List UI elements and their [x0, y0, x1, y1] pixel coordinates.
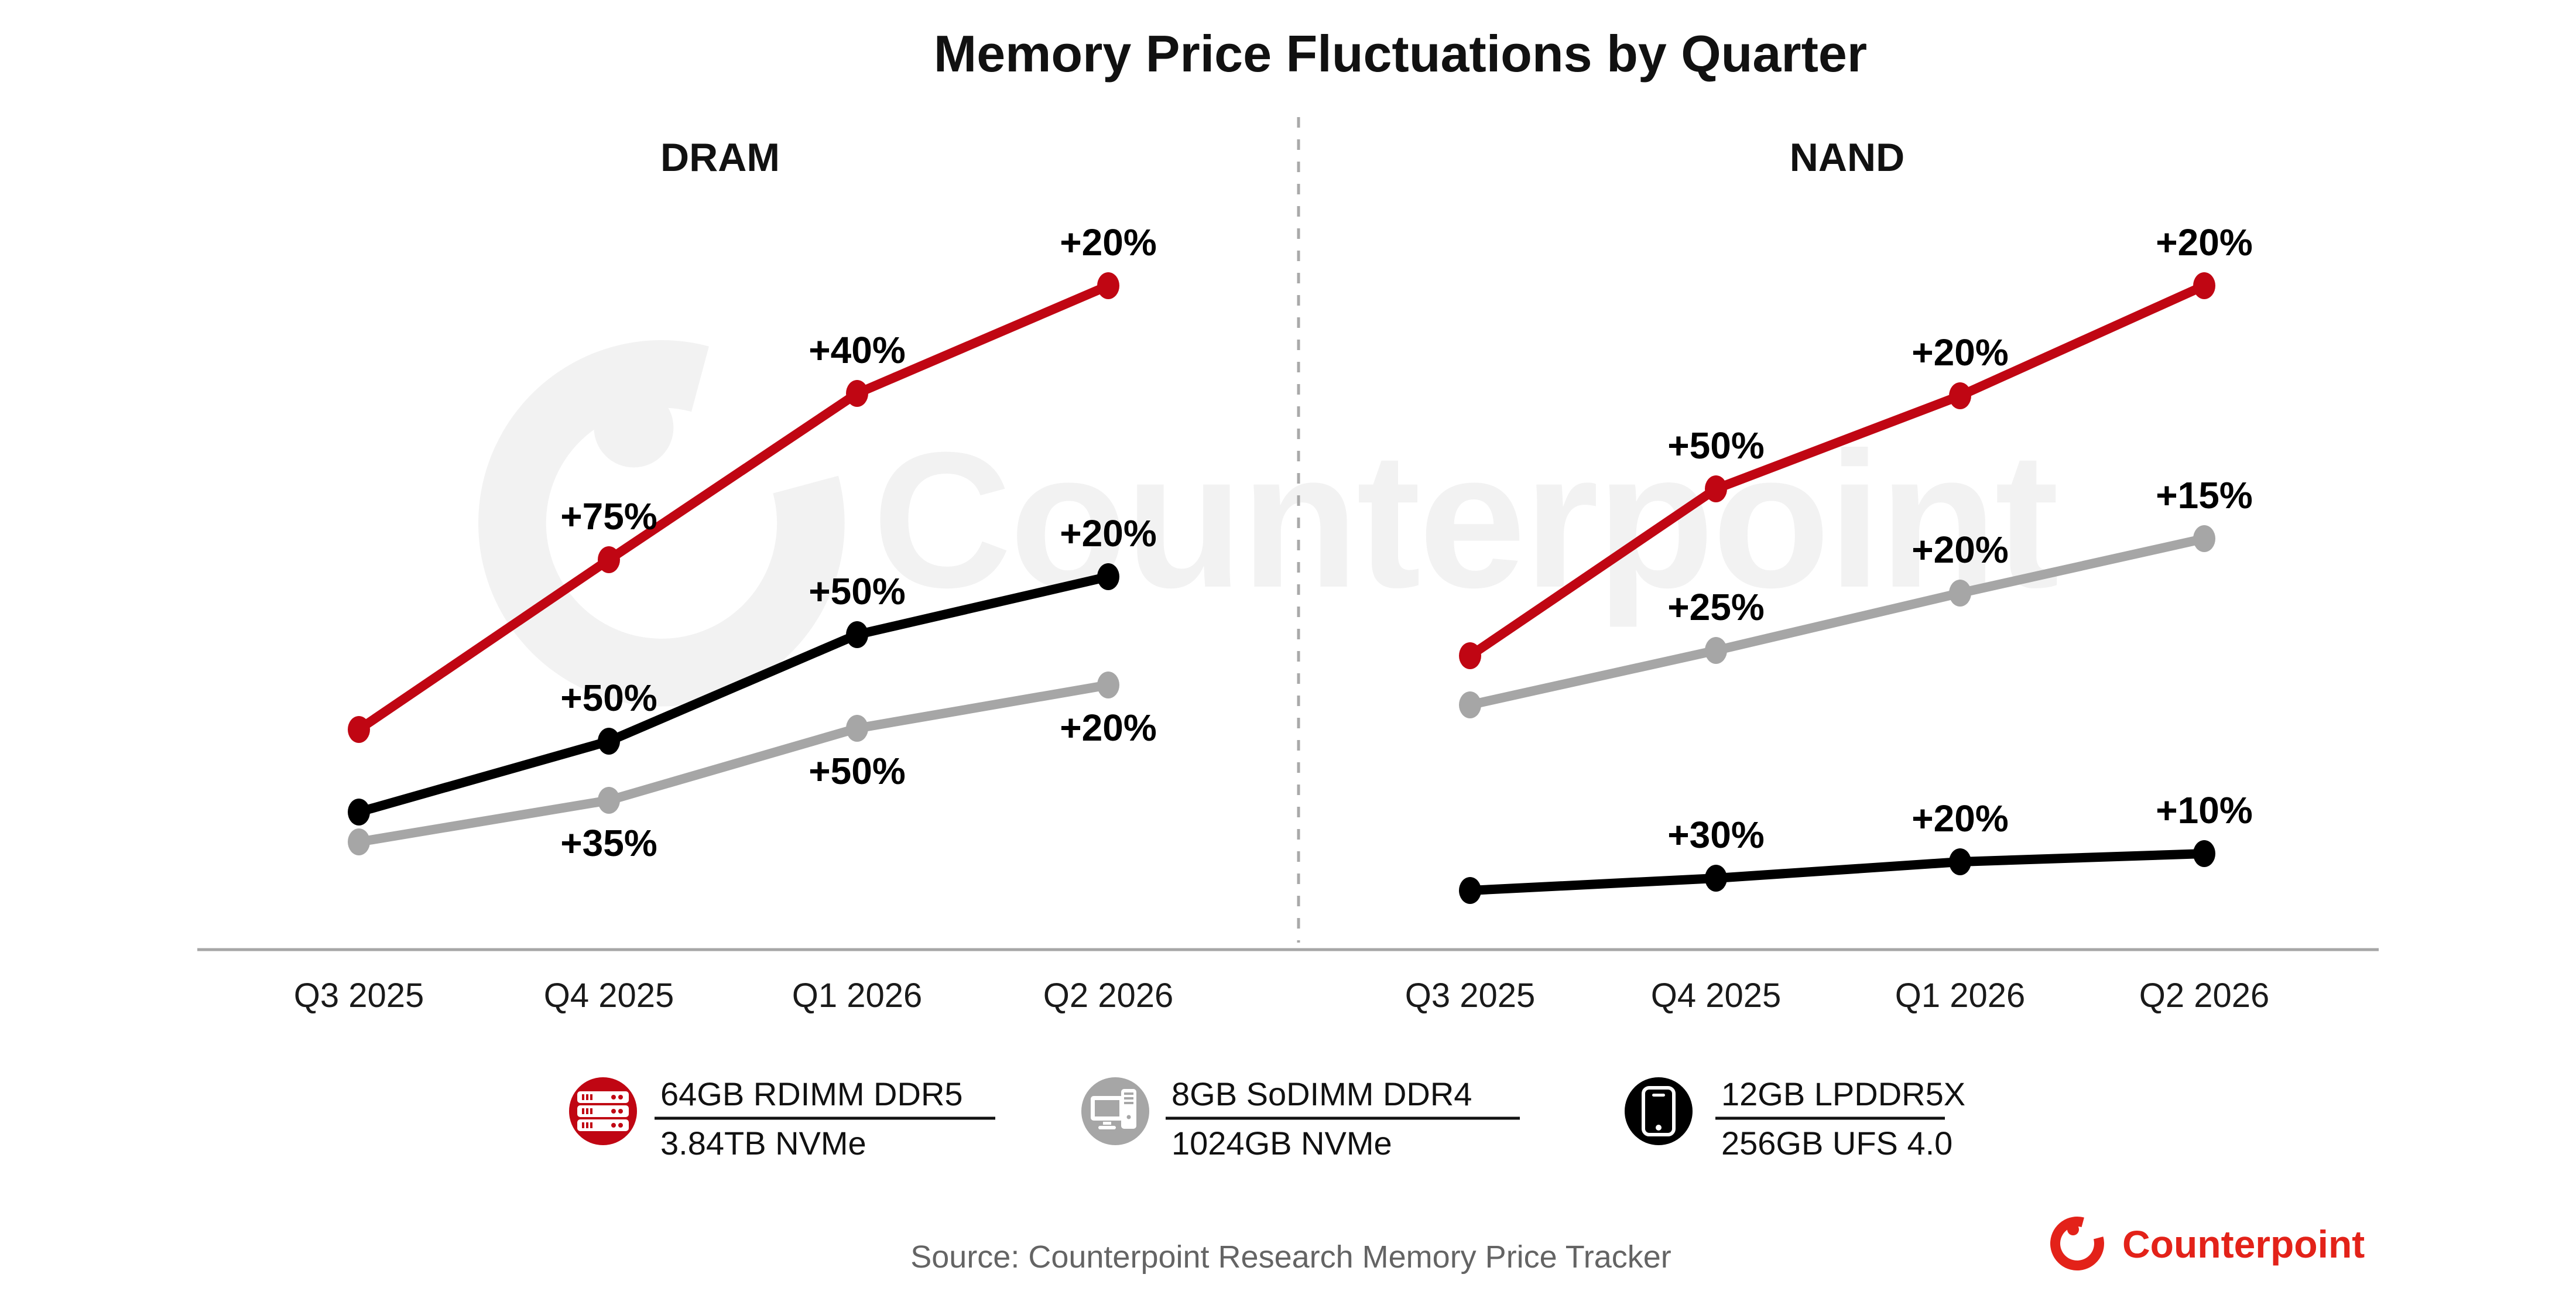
change-label: +75%	[560, 495, 657, 537]
data-point	[1949, 580, 1971, 607]
change-label: +20%	[2156, 221, 2252, 263]
change-label: +20%	[1060, 512, 1156, 554]
panel-title-nand: NAND	[1790, 135, 1904, 180]
series-nand-1: +25% +20% +15%	[1459, 474, 2253, 718]
data-point	[1705, 865, 1727, 892]
tick-label: Q3 2025	[1405, 977, 1536, 1015]
data-point	[1705, 637, 1727, 664]
data-point	[2193, 525, 2215, 552]
data-point	[1097, 272, 1119, 299]
brand-logo: Counterpoint	[2050, 1217, 2365, 1271]
data-point	[1459, 642, 1481, 669]
data-point	[348, 828, 370, 855]
data-point	[1459, 691, 1481, 718]
change-label: +35%	[560, 822, 657, 864]
change-label: +50%	[1667, 424, 1764, 467]
data-point	[348, 716, 370, 743]
legend: 64GB RDIMM DDR5 3.84TB NVMe 8GB SoDIMM D…	[569, 1075, 1965, 1162]
server-icon-glyph	[577, 1091, 629, 1131]
series-line	[354, 572, 1113, 817]
series-line	[1465, 281, 2209, 660]
series-layer: +75%+40%+20%+50%+50%+20%+35%+50%+20%+50%…	[348, 221, 2253, 904]
series-nand-2: +30% +20% +10%	[1459, 789, 2253, 904]
source-note: Source: Counterpoint Research Memory Pri…	[910, 1239, 1671, 1275]
change-label: +50%	[809, 570, 905, 612]
legend-item-label-top: 8GB SoDIMM DDR4	[1171, 1075, 1472, 1112]
change-label: +25%	[1667, 586, 1764, 628]
data-point	[2193, 272, 2215, 299]
series-line	[354, 680, 1113, 847]
change-label: +10%	[2156, 789, 2252, 831]
x-axis-labels: Q3 2025 Q4 2025 Q1 2026 Q2 2026 Q3 2025 …	[294, 977, 2270, 1015]
smartphone-icon-glyph	[1642, 1086, 1676, 1136]
legend-item-sodimm: 8GB SoDIMM DDR4 1024GB NVMe	[1081, 1075, 1520, 1162]
tick-label: Q4 2025	[1651, 977, 1782, 1015]
change-label: +20%	[1912, 331, 2008, 374]
change-label: +15%	[2156, 474, 2252, 516]
counterpoint-cmark-icon	[2050, 1217, 2104, 1271]
legend-item-label-top: 64GB RDIMM DDR5	[660, 1075, 963, 1112]
series-dram-0: +75% +40% +20%	[348, 221, 1157, 743]
series-line	[1465, 849, 2209, 895]
series-dram-1: +50% +50% +20%	[348, 512, 1157, 826]
series-nand-0: +50% +20% +20%	[1459, 221, 2253, 669]
desktop-icon-glyph	[1091, 1089, 1136, 1129]
data-point	[1949, 848, 1971, 875]
legend-item-label-top: 12GB LPDDR5X	[1721, 1075, 1965, 1112]
data-point	[846, 380, 868, 407]
change-label: +20%	[1912, 529, 2008, 571]
change-label: +20%	[1060, 707, 1156, 749]
data-point	[1097, 672, 1119, 698]
change-label: +20%	[1060, 221, 1156, 263]
data-point	[348, 799, 370, 826]
data-point	[1949, 382, 1971, 409]
data-point	[598, 728, 620, 755]
brand-name: Counterpoint	[2122, 1222, 2365, 1266]
data-point	[598, 546, 620, 573]
data-point	[598, 787, 620, 814]
change-label: +50%	[560, 677, 657, 719]
page-title: Memory Price Fluctuations by Quarter	[934, 25, 1867, 83]
change-label: +20%	[1912, 797, 2008, 840]
data-point	[1097, 563, 1119, 590]
data-point	[846, 621, 868, 648]
tick-label: Q3 2025	[294, 977, 424, 1015]
tick-label: Q2 2026	[1043, 977, 1174, 1015]
legend-item-rdimm: 64GB RDIMM DDR5 3.84TB NVMe	[569, 1075, 995, 1162]
panel-title-dram: DRAM	[660, 135, 780, 180]
tick-label: Q1 2026	[1895, 977, 2026, 1015]
change-label: +40%	[809, 329, 905, 371]
series-line	[1465, 534, 2209, 710]
watermark-text: Counterpoint	[872, 412, 2058, 629]
watermark: Counterpoint	[478, 340, 2061, 707]
data-point	[1459, 877, 1481, 904]
legend-item-label-bottom: 1024GB NVMe	[1171, 1125, 1392, 1162]
legend-item-label-bottom: 3.84TB NVMe	[660, 1125, 866, 1162]
data-point	[846, 715, 868, 742]
legend-item-label-bottom: 256GB UFS 4.0	[1721, 1125, 1952, 1162]
data-point	[2193, 840, 2215, 867]
legend-item-lpddr: 12GB LPDDR5X 256GB UFS 4.0	[1625, 1075, 1965, 1162]
change-label: +50%	[809, 750, 905, 792]
tick-label: Q2 2026	[2139, 977, 2270, 1015]
tick-label: Q1 2026	[792, 977, 923, 1015]
data-point	[1705, 475, 1727, 502]
tick-label: Q4 2025	[544, 977, 674, 1015]
change-label: +30%	[1667, 814, 1764, 856]
series-dram-2: +35% +50% +20%	[348, 672, 1157, 864]
series-line	[354, 281, 1113, 734]
